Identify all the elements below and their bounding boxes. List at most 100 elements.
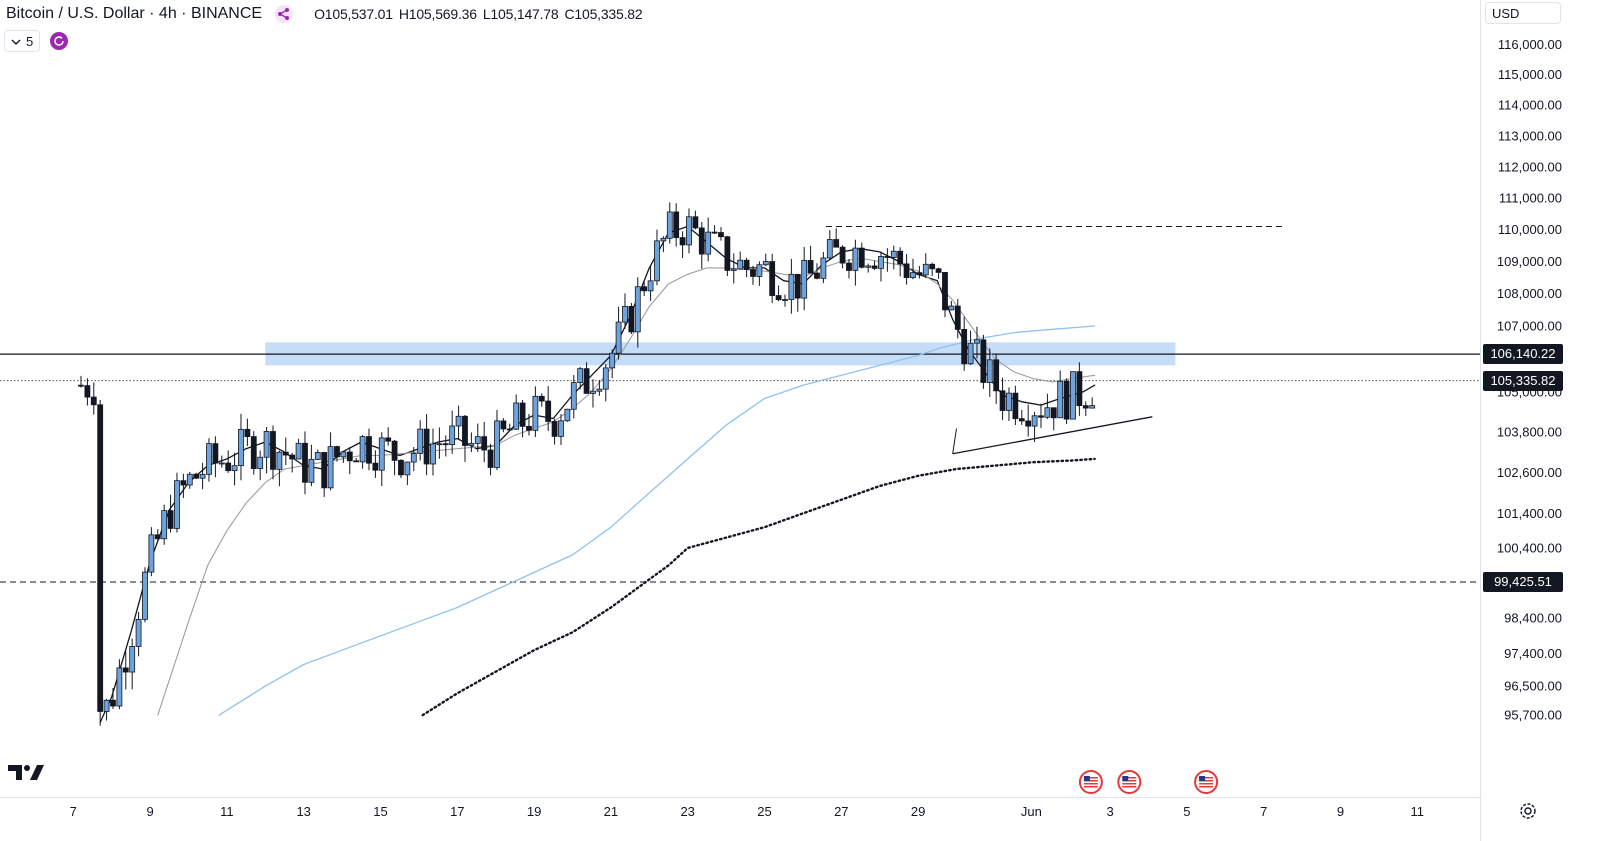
time-tick-label: 23 <box>680 804 694 819</box>
candle-body <box>602 367 609 390</box>
candle-body <box>999 390 1006 411</box>
time-tick-label: 17 <box>450 804 464 819</box>
candle-body <box>897 250 904 265</box>
candle-body <box>647 280 654 292</box>
time-tick-label: 15 <box>373 804 387 819</box>
candle-body <box>615 321 622 354</box>
candle-body <box>922 263 929 276</box>
price-tick-label: 112,000.00 <box>1498 159 1562 174</box>
price-tick-label: 114,000.00 <box>1498 98 1562 113</box>
price-tick-label: 102,600.00 <box>1497 465 1562 480</box>
candle-body <box>538 395 545 402</box>
candle-body <box>609 352 616 369</box>
candle-body <box>212 443 219 464</box>
candle-body <box>942 271 948 311</box>
candle-body <box>257 456 264 469</box>
candle-body <box>564 408 571 422</box>
refresh-icon[interactable] <box>50 32 69 50</box>
settings-gear-icon[interactable] <box>1518 801 1538 826</box>
support-price-tag: 99,425.51 <box>1483 571 1563 592</box>
price-tick-label: 110,000.00 <box>1498 222 1562 237</box>
time-tick-label: Jun <box>1021 804 1042 819</box>
candle-body <box>583 368 590 394</box>
time-tick-label: 27 <box>834 804 848 819</box>
price-tick-label: 116,000.00 <box>1498 37 1562 52</box>
currency-selector[interactable]: USD <box>1485 2 1561 24</box>
candle-body <box>513 402 520 430</box>
candle-body <box>756 264 763 277</box>
candle-body <box>474 436 481 444</box>
candle-body <box>327 446 334 489</box>
candle-body <box>135 618 142 647</box>
chevron-down-icon <box>11 34 21 49</box>
candle-body <box>839 246 846 264</box>
candle-body <box>103 699 110 712</box>
price-tick-label: 97,400.00 <box>1504 646 1562 661</box>
candle-body <box>462 415 468 446</box>
candle-body <box>1076 371 1083 407</box>
candle-body <box>641 286 648 292</box>
candle-body <box>679 237 686 246</box>
price-tick-label: 111,000.00 <box>1499 191 1562 206</box>
candle-body <box>494 420 500 468</box>
candle-body <box>1070 371 1076 420</box>
candle-body <box>980 339 987 383</box>
candle-body <box>820 257 827 279</box>
candle-body <box>148 534 155 573</box>
price-tick-label: 115,000.00 <box>1498 67 1562 82</box>
candle-body <box>929 263 936 270</box>
us-event-flag-icon <box>1078 770 1103 794</box>
candle-body <box>84 385 91 398</box>
candle-body <box>314 452 321 460</box>
candle-body <box>865 265 872 268</box>
candle-body <box>270 431 276 470</box>
candle-body <box>954 305 961 330</box>
candle-body <box>1063 380 1070 420</box>
candle-body <box>730 268 737 271</box>
candle-body <box>404 461 411 476</box>
candle-body <box>935 268 942 273</box>
candle-body <box>154 534 161 540</box>
candle-body <box>769 261 776 296</box>
candle-body <box>833 239 840 248</box>
candle-body <box>487 449 494 468</box>
candle-body <box>910 272 916 278</box>
candle-body <box>366 436 372 464</box>
candle-body <box>1006 392 1012 411</box>
candle-body <box>218 462 225 465</box>
price-tick-label: 96,500.00 <box>1504 679 1562 694</box>
candle-body <box>903 263 910 278</box>
candle-body <box>231 465 238 472</box>
candle-body <box>129 646 136 673</box>
candle-body <box>206 443 212 475</box>
time-tick-label: 7 <box>70 804 77 819</box>
candle-body <box>122 667 129 673</box>
candle-body <box>961 329 968 365</box>
candle-body <box>846 262 852 271</box>
candle-body <box>250 436 257 469</box>
candle-body <box>801 260 808 299</box>
candle-body <box>225 462 232 472</box>
indicators-toggle-button[interactable]: 5 <box>4 30 41 52</box>
tradingview-logo-icon[interactable] <box>8 762 44 787</box>
symbol-title[interactable]: Bitcoin / U.S. Dollar · 4h · BINANCE <box>6 5 263 22</box>
candle-body <box>1089 405 1096 409</box>
candle-body <box>698 227 705 255</box>
time-tick-label: 25 <box>757 804 771 819</box>
candle-body <box>628 306 635 333</box>
price-tick-label: 98,400.00 <box>1504 611 1562 626</box>
indicator-row: 5 <box>4 30 69 52</box>
candle-body <box>590 390 596 394</box>
candle-body <box>481 436 488 451</box>
candle-body <box>673 211 680 238</box>
candle-body <box>430 443 436 465</box>
candle-body <box>858 247 865 268</box>
share-icon[interactable] <box>272 4 296 24</box>
candle-body <box>788 273 795 300</box>
candle-body <box>359 436 366 463</box>
candle-body <box>167 510 174 529</box>
candle-body <box>705 231 712 255</box>
candle-body <box>410 452 417 463</box>
candle-body <box>826 239 833 259</box>
